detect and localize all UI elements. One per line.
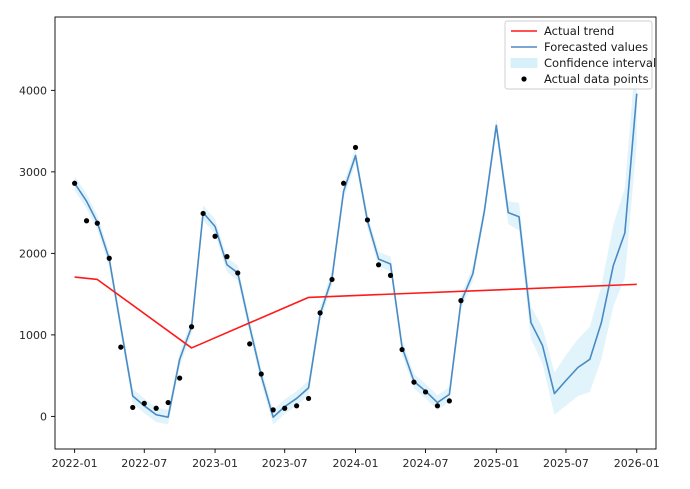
data-point <box>375 262 382 268</box>
legend-swatch-band <box>510 58 538 68</box>
x-tick-label: 2023-01 <box>192 457 238 470</box>
data-point <box>165 399 171 406</box>
data-point <box>387 272 394 278</box>
data-point <box>94 220 100 226</box>
x-tick-label: 2026-01 <box>614 457 660 470</box>
y-tick-label: 2000 <box>19 247 47 260</box>
x-tick-label: 2024-07 <box>403 457 449 470</box>
data-point <box>317 310 323 316</box>
y-tick-label: 3000 <box>19 166 47 179</box>
data-point <box>422 389 429 395</box>
data-point <box>106 255 112 261</box>
data-point <box>411 379 417 385</box>
plot-area <box>72 43 638 425</box>
x-tick-label: 2022-01 <box>52 457 98 470</box>
confidence-band <box>74 43 637 425</box>
data-point <box>177 375 183 381</box>
y-tick-label: 1000 <box>19 329 47 342</box>
data-point <box>294 403 300 409</box>
legend-label: Forecasted values <box>544 40 648 54</box>
data-point <box>83 218 90 224</box>
data-point <box>118 344 124 350</box>
data-point <box>130 404 136 411</box>
legend: Actual trend Forecasted values Confidence … <box>504 20 656 90</box>
data-point <box>200 210 206 217</box>
y-tick-label: 0 <box>40 410 47 423</box>
data-point <box>305 395 312 402</box>
data-point <box>188 324 195 330</box>
data-point <box>270 407 276 413</box>
legend-box <box>504 20 653 90</box>
data-point <box>72 180 78 186</box>
legend-label: Confidence interval <box>544 56 656 70</box>
data-point <box>434 403 441 409</box>
forecast-line <box>73 93 638 419</box>
x-tick-label: 2024-01 <box>333 457 379 470</box>
legend-label: Actual data points <box>544 72 649 86</box>
data-point <box>446 398 452 404</box>
y-tick-label: 4000 <box>19 84 47 97</box>
data-point <box>153 405 159 411</box>
x-tick-label: 2025-01 <box>473 457 519 470</box>
data-point <box>282 405 288 411</box>
data-point <box>212 233 218 239</box>
data-point <box>247 341 253 347</box>
data-point <box>224 254 230 260</box>
x-tick-label: 2022-07 <box>121 457 167 470</box>
legend-label: Actual trend <box>544 24 614 38</box>
data-point <box>258 371 264 377</box>
trend-line <box>74 276 637 349</box>
data-point <box>458 298 464 304</box>
data-point <box>352 144 359 151</box>
plot-series <box>72 43 638 425</box>
legend-swatch-point <box>521 76 527 82</box>
data-point <box>329 276 335 283</box>
data-point <box>340 180 347 186</box>
axes: 2022-01 2022-07 2023-01 2023-07 2024-01 2024-… <box>19 16 660 470</box>
data-point <box>141 400 147 406</box>
x-tick-label: 2023-07 <box>262 457 308 470</box>
x-tick-label: 2025-07 <box>543 457 589 470</box>
data-point <box>235 270 241 276</box>
data-point <box>399 346 405 353</box>
data-point <box>364 217 371 223</box>
